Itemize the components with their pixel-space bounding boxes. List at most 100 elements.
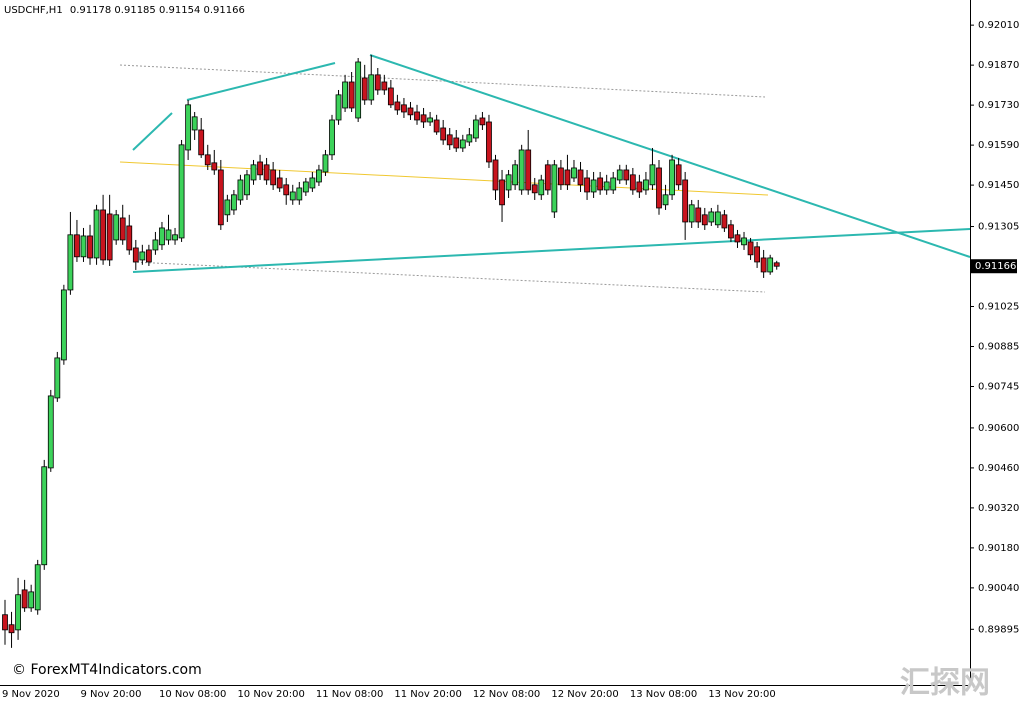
candle-body	[329, 119, 335, 156]
candle-body	[217, 169, 224, 226]
ohlc-high: 0.91185	[114, 5, 155, 16]
candle-body	[204, 154, 211, 166]
candle-body	[8, 624, 15, 634]
y-tick-label: 0.90180	[978, 543, 1019, 554]
candle-body	[492, 159, 499, 191]
candle-body	[551, 164, 558, 213]
candle-body	[682, 179, 689, 223]
y-tick-label: 0.90745	[978, 381, 1019, 392]
candle-body	[427, 117, 434, 123]
candle-body	[486, 121, 492, 163]
x-tick-label: 13 Nov 20:00	[708, 689, 775, 700]
trend-line	[132, 112, 173, 151]
y-tick-label: 0.91450	[978, 180, 1019, 191]
candle-body	[636, 181, 643, 193]
candle-body	[558, 167, 564, 186]
candle-body	[87, 235, 93, 259]
candle-body	[512, 164, 519, 186]
candle-body	[355, 61, 362, 119]
candle-body	[414, 111, 420, 121]
candle-body	[643, 179, 649, 191]
candle-body	[348, 81, 355, 109]
y-tick-label: 0.89895	[978, 624, 1019, 635]
candle-body	[525, 149, 532, 191]
candle-body	[401, 104, 407, 113]
ohlc-open: 0.91178	[70, 5, 111, 16]
x-tick-label: 11 Nov 20:00	[394, 689, 461, 700]
candle-body	[159, 227, 165, 246]
candle-body	[34, 564, 41, 611]
candle-body	[721, 214, 728, 229]
candle-body	[2, 614, 8, 631]
candle-body	[616, 169, 623, 181]
candle-body	[499, 179, 505, 206]
candle-body	[695, 207, 702, 223]
candle-body	[15, 594, 21, 631]
x-tick-label: 13 Nov 08:00	[630, 689, 697, 700]
candle-body	[132, 247, 139, 263]
drawings	[119, 54, 971, 293]
candle-body	[577, 169, 584, 186]
candle-body	[714, 211, 721, 226]
y-tick-label: 0.90040	[978, 583, 1019, 594]
x-tick-label: 12 Nov 20:00	[551, 689, 618, 700]
candle-body	[198, 129, 205, 156]
symbol: USDCHF,H1	[4, 5, 63, 16]
candle-body	[466, 134, 473, 143]
candle-body	[544, 164, 551, 191]
candle-body	[649, 164, 656, 186]
candle-body	[185, 104, 192, 151]
candle-body	[669, 159, 675, 196]
candle-body	[145, 249, 152, 263]
candle-body	[603, 181, 610, 191]
candle-body	[675, 164, 682, 186]
candle-body	[67, 234, 74, 291]
candle-body	[407, 107, 414, 116]
candle-body	[276, 177, 283, 189]
candle-body	[459, 139, 466, 149]
candle-body	[80, 235, 87, 258]
candle-body	[518, 149, 525, 191]
logo: 汇探网	[900, 666, 990, 701]
candle-body	[21, 589, 28, 609]
candle-body	[165, 229, 172, 241]
candle-body	[433, 119, 440, 133]
candle-body	[701, 214, 708, 226]
candle-body	[335, 94, 342, 121]
candle-body	[610, 177, 617, 191]
candle-body	[767, 257, 774, 273]
candle-body	[191, 116, 198, 131]
watermark: © ForexMT4Indicators.com	[12, 662, 202, 678]
candle-body	[257, 161, 263, 176]
x-tick-label: 11 Nov 08:00	[316, 689, 383, 700]
candle-body	[734, 234, 741, 243]
candle-body	[453, 137, 460, 149]
ohlc-close: 0.91166	[204, 5, 245, 16]
ohlc-low: 0.91154	[159, 5, 200, 16]
candle-body	[564, 169, 571, 186]
y-tick-label: 0.90460	[978, 463, 1019, 474]
candle-body	[302, 181, 309, 193]
candle-body	[728, 224, 734, 239]
candle-body	[531, 184, 538, 194]
candle-body	[381, 81, 388, 91]
candle-body	[289, 191, 296, 201]
candle-body	[309, 177, 316, 189]
candle-body	[342, 81, 348, 109]
candle-body	[28, 591, 35, 609]
candle-body	[41, 466, 48, 566]
y-tick-label: 0.92010	[978, 20, 1019, 31]
candle-body	[237, 179, 244, 201]
x-tick-label: 9 Nov 20:00	[80, 689, 141, 700]
candle-body	[662, 194, 669, 206]
candle-body	[93, 209, 100, 259]
candle-body	[571, 167, 577, 179]
candle-body	[152, 239, 159, 251]
candle-body	[472, 119, 479, 139]
candle-body	[113, 214, 120, 241]
candle-body	[590, 179, 597, 193]
candle-body	[374, 74, 381, 91]
trend-line	[132, 228, 971, 273]
current-price-label: 0.91166	[975, 261, 1016, 272]
